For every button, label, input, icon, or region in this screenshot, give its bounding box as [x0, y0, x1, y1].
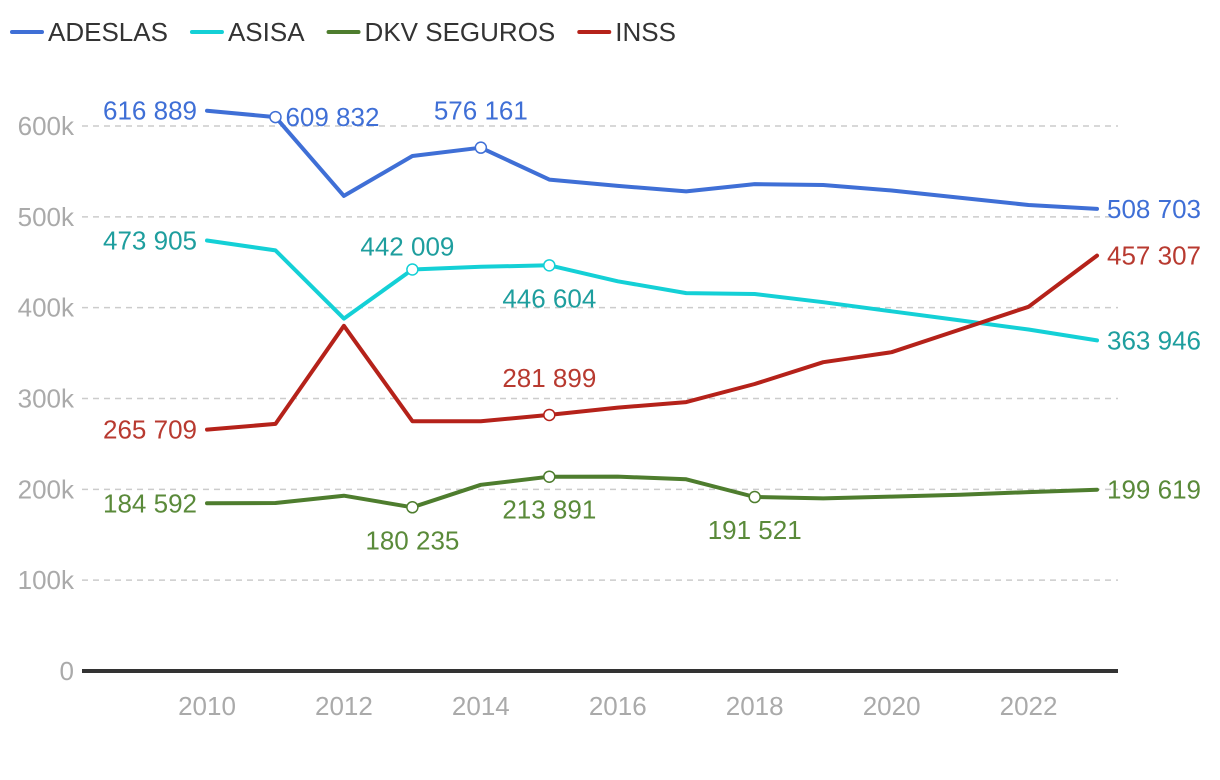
data-label-inss: 281 899 [502, 363, 596, 393]
legend-label-asisa: ASISA [228, 17, 305, 47]
data-point-marker [543, 259, 556, 272]
x-tick-label: 2020 [863, 691, 921, 721]
data-label-dkv-seguros: 191 521 [708, 515, 802, 545]
data-label-adeslas: 508 703 [1107, 194, 1201, 224]
chart-data-labels: 616 889 609 832 576 161 508 703 473 905 442 0… [103, 96, 1201, 556]
x-axis-ticks: 2010 2012 2014 2016 2018 2020 2022 [178, 691, 1057, 721]
y-axis-ticks: 0 100k 200k 300k 400k 500k 600k [18, 111, 75, 686]
data-label-asisa: 363 946 [1107, 325, 1201, 355]
legend-label-inss: INSS [615, 17, 676, 47]
chart-legend: ADESLAS ASISA DKV SEGUROS INSS [10, 17, 676, 47]
data-point-marker [748, 490, 761, 504]
legend-label-adeslas: ADESLAS [48, 17, 168, 47]
data-label-inss: 457 307 [1107, 241, 1201, 271]
series-line-asisa [205, 238, 1099, 343]
y-tick-label: 0 [60, 656, 74, 686]
data-label-adeslas: 616 889 [103, 96, 197, 126]
data-label-asisa: 446 604 [502, 283, 596, 313]
y-tick-label: 600k [18, 111, 75, 141]
y-tick-label: 500k [18, 202, 75, 232]
y-tick-label: 100k [18, 565, 75, 595]
data-label-dkv-seguros: 213 891 [502, 495, 596, 525]
chart-series-lines [205, 108, 1099, 510]
data-point-marker [406, 263, 419, 276]
data-point-marker [543, 470, 556, 483]
data-label-adeslas: 609 832 [285, 102, 379, 132]
legend-label-dkv-seguros: DKV SEGUROS [365, 17, 556, 47]
series-line-dkv-seguros [205, 474, 1099, 510]
chart-markers [269, 110, 761, 514]
y-tick-label: 200k [18, 474, 75, 504]
data-point-marker [269, 110, 282, 124]
data-label-inss: 265 709 [103, 415, 197, 445]
y-tick-label: 300k [18, 384, 75, 414]
x-tick-label: 2012 [315, 691, 373, 721]
x-tick-label: 2010 [178, 691, 236, 721]
data-point-marker [406, 501, 419, 514]
series-line-adeslas [205, 108, 1099, 211]
data-label-asisa: 473 905 [103, 226, 197, 256]
data-point-marker [474, 141, 488, 154]
data-label-adeslas: 576 161 [434, 96, 528, 126]
data-label-asisa: 442 009 [360, 232, 454, 262]
x-tick-label: 2016 [589, 691, 647, 721]
data-label-dkv-seguros: 184 592 [103, 488, 197, 518]
y-tick-label: 400k [18, 293, 75, 323]
data-label-dkv-seguros: 180 235 [365, 525, 459, 555]
x-tick-label: 2014 [452, 691, 510, 721]
chart-gridlines [82, 125, 1118, 581]
x-tick-label: 2022 [1000, 691, 1058, 721]
data-point-marker [543, 408, 556, 422]
x-tick-label: 2018 [726, 691, 784, 721]
data-label-dkv-seguros: 199 619 [1107, 475, 1201, 505]
series-line-inss [205, 253, 1099, 432]
